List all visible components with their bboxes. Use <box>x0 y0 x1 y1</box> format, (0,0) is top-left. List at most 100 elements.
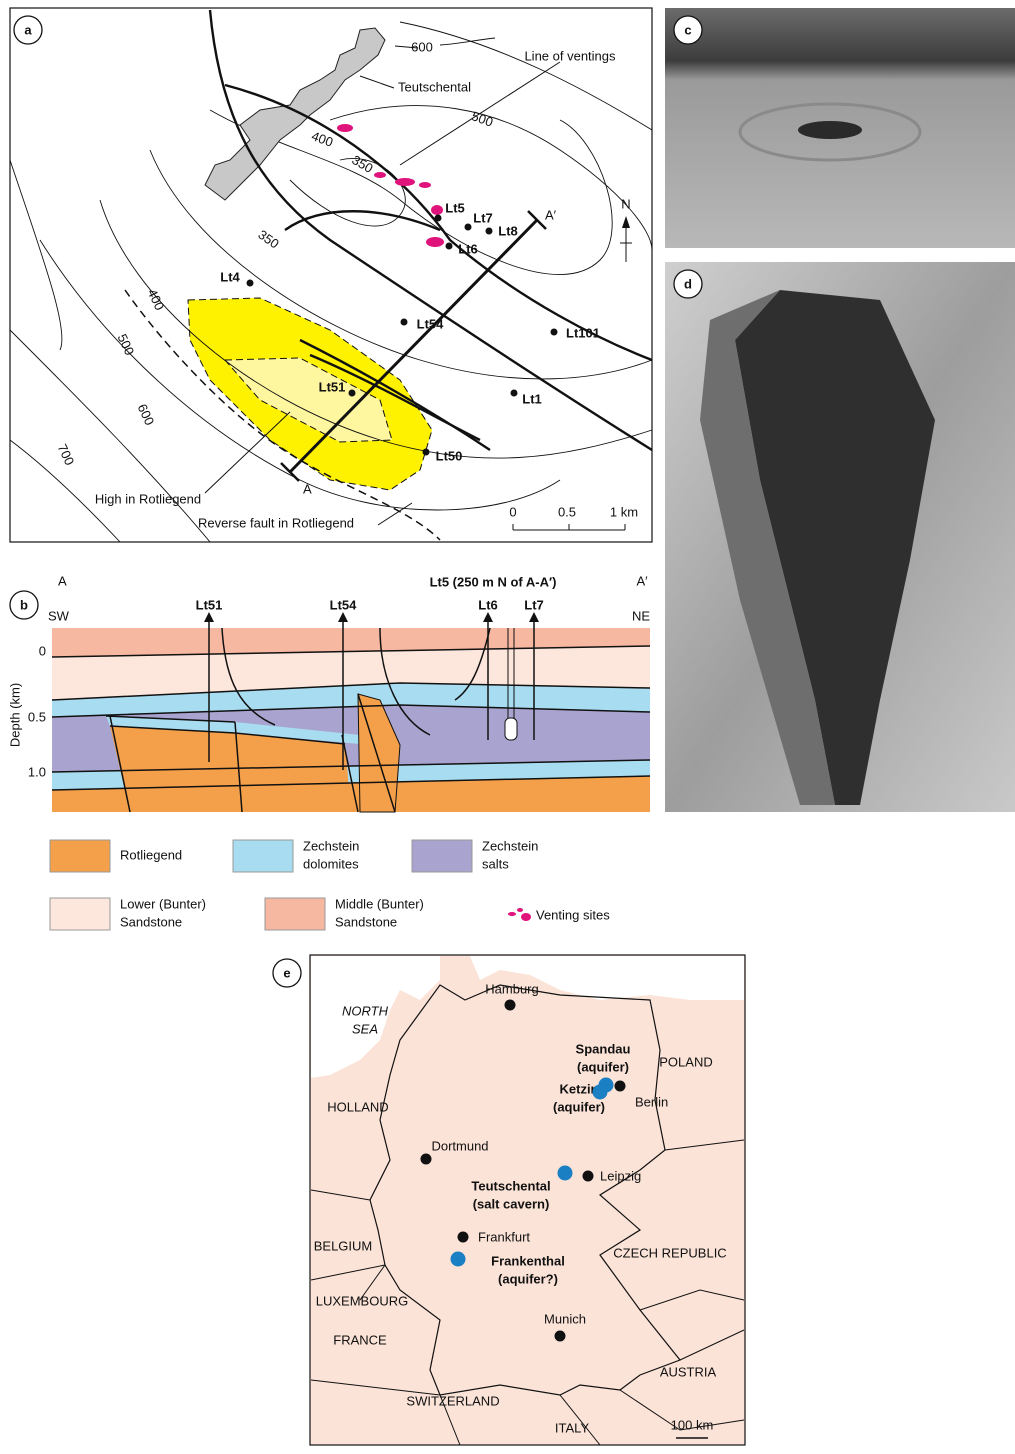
map-label: Hamburg <box>485 981 538 996</box>
venting-site <box>419 182 431 188</box>
map-label: NORTH <box>342 1003 389 1018</box>
map-label: BELGIUM <box>314 1238 373 1253</box>
venting-site <box>374 172 386 178</box>
map-label: Dortmund <box>431 1138 488 1153</box>
city-dot <box>555 1331 566 1342</box>
well-dot <box>247 280 254 287</box>
legend-text: Sandstone <box>335 914 397 929</box>
legend-text: Zechstein <box>482 838 538 853</box>
well-label: Lt7 <box>473 210 493 225</box>
well-dot <box>349 390 356 397</box>
venting-site <box>395 178 415 186</box>
map-label: HOLLAND <box>327 1099 388 1114</box>
city-dot <box>615 1081 626 1092</box>
well-dot <box>511 390 518 397</box>
venting-site <box>337 124 353 132</box>
map-label: POLAND <box>659 1054 712 1069</box>
legend-text: Lower (Bunter) <box>120 896 206 911</box>
site-dot <box>451 1252 466 1267</box>
legend-text: Zechstein <box>303 838 359 853</box>
depth-tick-label: 0.5 <box>28 709 46 724</box>
map-label: LUXEMBOURG <box>316 1293 408 1308</box>
photo-c-crater <box>798 121 862 139</box>
contour-label: 600 <box>411 39 433 54</box>
direction-label: SW <box>48 608 70 623</box>
map-label: SWITZERLAND <box>406 1393 499 1408</box>
map-label: ITALY <box>555 1420 590 1435</box>
map-label: Frankfurt <box>478 1229 530 1244</box>
map-label: Berlin <box>635 1094 668 1109</box>
legend-swatch <box>412 840 472 872</box>
legend-venting <box>517 908 523 912</box>
map-label: Leipzig <box>600 1168 641 1183</box>
legend-swatch <box>265 898 325 930</box>
city-dot <box>505 1000 516 1011</box>
place-label: Teutschental <box>398 79 471 94</box>
well-head <box>338 612 348 622</box>
city-dot <box>458 1232 469 1243</box>
map-label: (salt cavern) <box>473 1196 550 1211</box>
map-label: (aquifer?) <box>498 1271 558 1286</box>
legend-text: Rotliegend <box>120 847 182 862</box>
well-label: Lt6 <box>458 241 478 256</box>
section-label: A <box>303 481 312 496</box>
well-label: Lt51 <box>319 379 346 394</box>
axis-label: Depth (km) <box>7 683 22 747</box>
scale-label: 1 km <box>610 504 638 519</box>
map-label: Teutschental <box>471 1178 550 1193</box>
legend-text: dolomites <box>303 856 359 871</box>
well-head <box>529 612 539 622</box>
direction-label: NE <box>632 608 650 623</box>
legend-swatch <box>233 840 293 872</box>
annotation: High in Rotliegend <box>95 491 201 506</box>
depth-tick-label: 1.0 <box>28 764 46 779</box>
map-label: (aquifer) <box>553 1099 605 1114</box>
panel-label: a <box>24 22 32 37</box>
legend-text: Sandstone <box>120 914 182 929</box>
figure: 600500400350350400500600700TeutschentalL… <box>0 0 1015 1454</box>
legend-swatch <box>50 840 110 872</box>
scale-label: 0.5 <box>558 504 576 519</box>
map-label: (aquifer) <box>577 1059 629 1074</box>
map-label: Spandau <box>576 1041 631 1056</box>
map-label: Munich <box>544 1311 586 1326</box>
scale-label: 0 <box>509 504 516 519</box>
north-label: N <box>621 196 630 211</box>
legend-swatch <box>50 898 110 930</box>
depth-tick-label: 0 <box>39 643 46 658</box>
well-label: Lt51 <box>196 597 223 612</box>
map-label: AUSTRIA <box>660 1364 717 1379</box>
well-head <box>204 612 214 622</box>
legend-text: salts <box>482 856 509 871</box>
map-label: Frankenthal <box>491 1253 565 1268</box>
section-label: A′ <box>545 207 557 222</box>
legend-venting <box>508 912 516 916</box>
well-dot <box>435 215 442 222</box>
well-label: Lt1 <box>522 391 542 406</box>
legend-text: Venting sites <box>536 907 610 922</box>
site-dot <box>593 1085 608 1100</box>
map-label: CZECH REPUBLIC <box>613 1245 726 1260</box>
well-dot <box>551 329 558 336</box>
well-label: Lt7 <box>524 597 544 612</box>
well-label: Lt50 <box>436 448 463 463</box>
map-label: FRANCE <box>333 1332 387 1347</box>
salt-cavern <box>505 718 517 740</box>
scale-label: 100 km <box>671 1417 714 1432</box>
annotation: Reverse fault in Rotliegend <box>198 515 354 530</box>
well-label: Lt54 <box>417 316 445 331</box>
city-dot <box>421 1154 432 1165</box>
well-dot <box>423 449 430 456</box>
well-head <box>483 612 493 622</box>
well-dot <box>465 224 472 231</box>
venting-site <box>426 237 444 247</box>
section-label: A′ <box>636 573 648 588</box>
panel-label: e <box>283 965 290 980</box>
well-dot <box>401 319 408 326</box>
panel-label: c <box>684 22 691 37</box>
venting-site <box>431 205 443 215</box>
map-label: SEA <box>352 1021 378 1036</box>
well-label: Lt5 <box>445 200 465 215</box>
well-label: Lt4 <box>220 269 240 284</box>
annotation: Lt5 (250 m N of A-A′) <box>430 574 557 589</box>
